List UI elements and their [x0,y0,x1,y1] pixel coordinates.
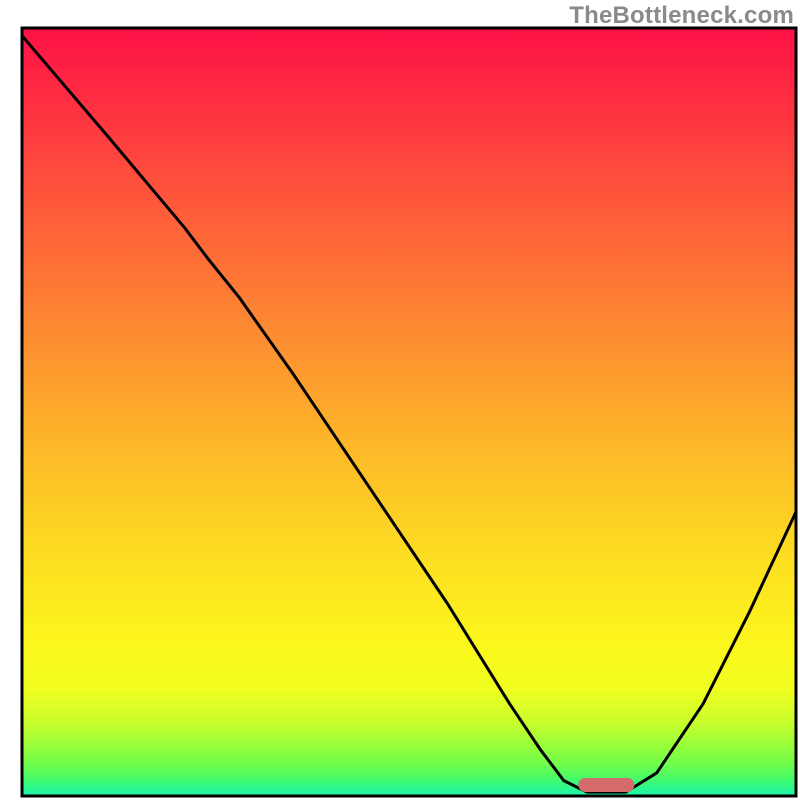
gradient-background [22,28,796,796]
optimal-range-marker [578,778,634,792]
chart-container: TheBottleneck.com [0,0,800,800]
bottleneck-curve-chart [0,0,800,800]
watermark-text: TheBottleneck.com [569,2,794,30]
